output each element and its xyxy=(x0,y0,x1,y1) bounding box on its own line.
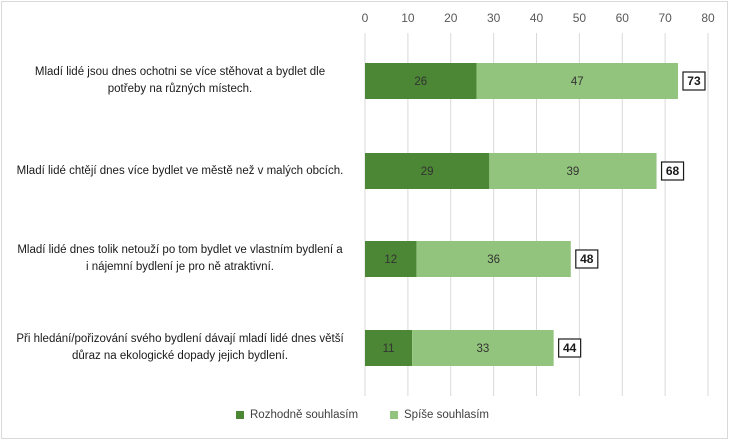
data-label: 29 xyxy=(421,166,434,178)
total-label: 48 xyxy=(580,252,594,266)
x-tick-label: 30 xyxy=(487,11,501,25)
legend-swatch xyxy=(390,411,398,419)
x-tick-label: 60 xyxy=(616,11,630,25)
data-label: 12 xyxy=(384,254,397,266)
legend-swatch xyxy=(236,411,244,419)
bar-segment xyxy=(365,63,477,99)
x-tick-label: 20 xyxy=(444,11,458,25)
category-label: Mladí lidé chtějí dnes více bydlet ve mě… xyxy=(16,164,344,177)
x-tick-label: 10 xyxy=(401,11,415,25)
x-tick-label: 80 xyxy=(701,11,715,25)
x-tick-label: 50 xyxy=(573,11,587,25)
data-label: 39 xyxy=(567,166,580,178)
legend-label: Spíše souhlasím xyxy=(404,409,490,421)
category-label: Mladí lidé jsou dnes ochotni se více stě… xyxy=(34,66,326,95)
total-label: 73 xyxy=(687,74,701,88)
total-box xyxy=(660,161,685,181)
bar-segment xyxy=(365,241,417,277)
x-tick-label: 40 xyxy=(530,11,544,25)
data-label: 36 xyxy=(487,254,500,266)
total-label: 44 xyxy=(563,341,577,355)
legend-label: Rozhodně souhlasím xyxy=(250,409,359,421)
legend-item: Spíše souhlasím xyxy=(390,409,489,421)
bar-segment xyxy=(489,153,657,189)
bar-segment xyxy=(416,241,571,277)
data-label: 11 xyxy=(383,343,395,355)
legend-item: Rozhodně souhlasím xyxy=(236,409,358,421)
total-label: 68 xyxy=(666,164,680,178)
bar-segment xyxy=(365,153,490,189)
bar-segment xyxy=(365,330,413,366)
category-label: Při hledání/pořizování svého bydlení dáv… xyxy=(16,333,344,362)
legend: Rozhodně souhlasím Spíše souhlasím xyxy=(0,409,730,427)
data-label: 33 xyxy=(477,343,490,355)
data-label: 26 xyxy=(414,76,427,88)
x-tick-label: 70 xyxy=(658,11,672,25)
total-box xyxy=(575,249,599,269)
bar-segment xyxy=(476,63,678,99)
total-box xyxy=(558,338,582,358)
bar-segment xyxy=(412,330,554,366)
data-label: 47 xyxy=(571,76,584,88)
category-label: Mladí lidé dnes tolik netouží po tom byd… xyxy=(17,244,343,273)
total-box xyxy=(682,71,706,91)
x-tick-label: 0 xyxy=(362,11,369,25)
